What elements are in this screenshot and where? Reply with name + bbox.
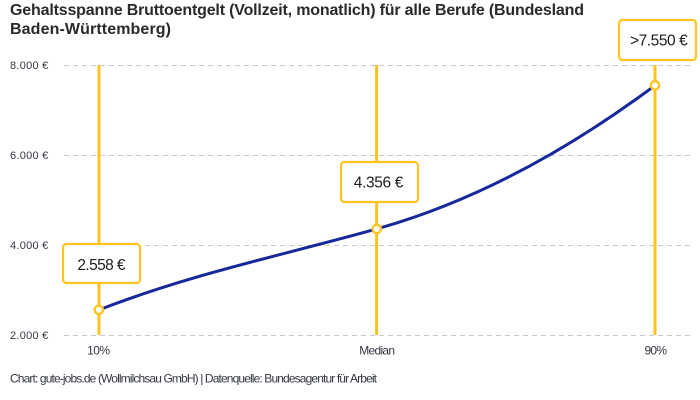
svg-text:90%: 90% xyxy=(645,343,668,357)
svg-text:2.000 €: 2.000 € xyxy=(10,330,48,342)
svg-text:2.558 €: 2.558 € xyxy=(77,257,125,274)
svg-text:Chart: gute-jobs.de (Wollmilch: Chart: gute-jobs.de (Wollmilchsau GmbH) … xyxy=(10,372,378,386)
svg-text:>7.550 €: >7.550 € xyxy=(630,33,688,50)
svg-text:Gehaltsspanne Bruttoentgelt (V: Gehaltsspanne Bruttoentgelt (Vollzeit, m… xyxy=(10,2,584,19)
svg-text:8.000 €: 8.000 € xyxy=(10,60,48,72)
svg-text:10%: 10% xyxy=(87,343,110,357)
svg-text:6.000 €: 6.000 € xyxy=(10,150,48,162)
svg-text:Baden-Württemberg): Baden-Württemberg) xyxy=(10,21,171,38)
svg-text:4.356 €: 4.356 € xyxy=(354,175,404,192)
svg-text:Median: Median xyxy=(359,343,395,357)
svg-text:4.000 €: 4.000 € xyxy=(10,240,48,252)
